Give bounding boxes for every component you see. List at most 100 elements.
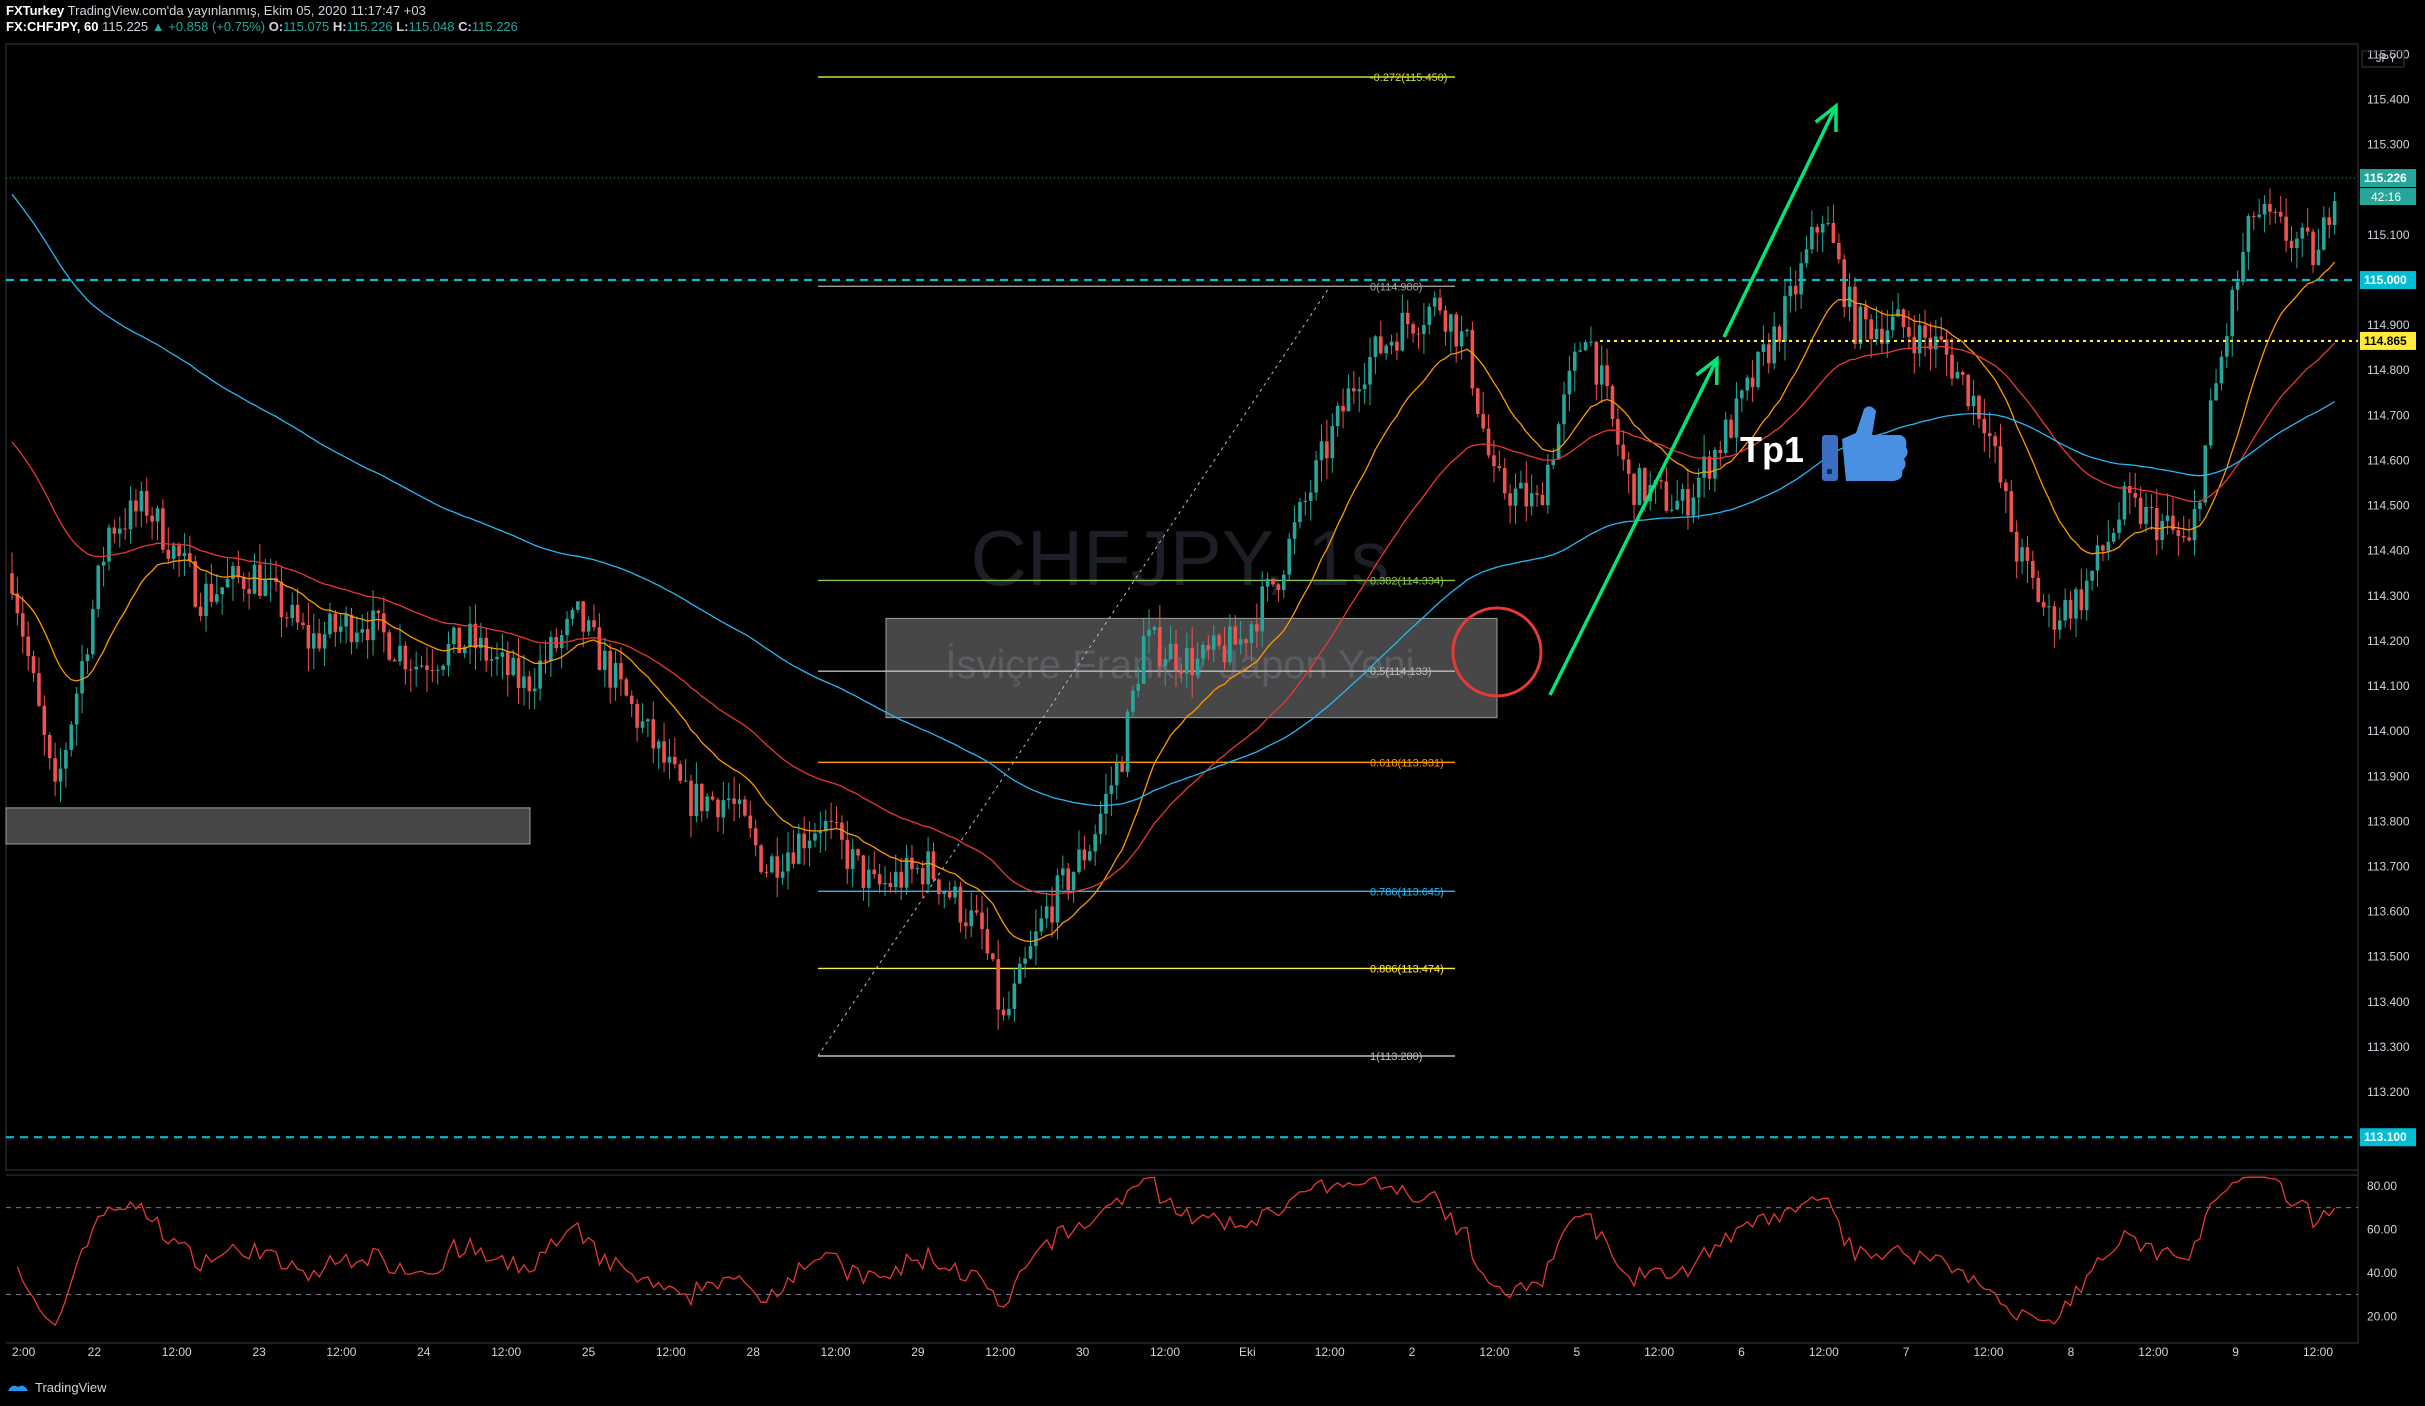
candle-body xyxy=(2133,492,2138,498)
candle-body xyxy=(1583,342,1588,351)
rsi-axis-tick: 60.00 xyxy=(2367,1222,2397,1236)
candle-body xyxy=(441,665,445,670)
candle-body xyxy=(549,637,553,662)
candle-body xyxy=(1880,328,1884,344)
candle-body xyxy=(1546,464,1550,506)
candle-body xyxy=(1572,351,1577,371)
candle-body xyxy=(20,613,25,637)
candle-body xyxy=(1217,635,1221,646)
candle-body xyxy=(818,831,823,834)
candle-body xyxy=(117,528,122,534)
candle-body xyxy=(123,528,127,530)
candle-body xyxy=(408,669,413,671)
candle-body xyxy=(1815,226,1820,233)
candle-body xyxy=(462,646,467,653)
candle-body xyxy=(2176,530,2181,536)
candle-body xyxy=(2138,497,2143,525)
publish-info: FXTurkey TradingView.com'da yayınlanmış,… xyxy=(6,3,518,19)
candle-body xyxy=(430,669,435,671)
rsi-axis-tick: 80.00 xyxy=(2367,1179,2397,1193)
candle-body xyxy=(1960,371,1965,375)
candle-body xyxy=(214,594,219,602)
candle-body xyxy=(522,676,526,688)
candle-body xyxy=(1982,418,1987,434)
ema-fast-line xyxy=(11,261,2336,943)
candle-body xyxy=(2219,356,2224,384)
candle-body xyxy=(974,910,979,913)
currency-box[interactable] xyxy=(2361,50,2405,68)
currency-label: JPY xyxy=(2376,53,2397,65)
candle-body xyxy=(1362,384,1367,390)
candle-body xyxy=(495,656,499,660)
candle-body xyxy=(2214,383,2218,401)
candle-body xyxy=(576,601,580,610)
candle-body xyxy=(570,609,575,619)
candle-body xyxy=(2014,531,2019,562)
publish-text: TradingView.com'da yayınlanmış, Ekim 05,… xyxy=(67,3,426,18)
candle-body xyxy=(964,922,968,927)
candle-body xyxy=(796,833,801,864)
candle-body xyxy=(2305,227,2310,232)
candle-body xyxy=(759,845,763,873)
candle-body xyxy=(1486,428,1491,456)
candle-body xyxy=(1233,626,1238,645)
time-axis-tick: 12:00 xyxy=(1809,1345,1839,1359)
candle-body xyxy=(1513,488,1518,506)
publisher-name[interactable]: FXTurkey xyxy=(6,3,65,18)
candle-body xyxy=(382,613,386,633)
candle-body xyxy=(355,632,359,643)
candle-body xyxy=(15,593,20,614)
candle-body xyxy=(2149,507,2154,509)
candle-body xyxy=(592,620,596,628)
candle-body xyxy=(629,695,634,705)
symbol-label[interactable]: FX:CHFJPY, 60 xyxy=(6,19,99,34)
candle-body xyxy=(1055,875,1060,923)
candle-body xyxy=(667,756,672,763)
candle-body xyxy=(527,676,532,692)
candle-body xyxy=(1195,658,1200,676)
candle-body xyxy=(1287,538,1291,575)
candle-body xyxy=(1535,493,1539,495)
candle-body xyxy=(182,553,187,556)
candle-body xyxy=(419,665,424,667)
candle-body xyxy=(1303,500,1308,503)
time-axis-tick: 29 xyxy=(911,1345,925,1359)
fib-level-label: 1(113.280) xyxy=(1370,1051,1422,1063)
candle-body xyxy=(1260,586,1265,632)
candle-body xyxy=(1470,329,1475,389)
candle-body xyxy=(69,724,74,750)
candle-body xyxy=(2225,336,2229,357)
candle-body xyxy=(225,578,230,588)
candle-body xyxy=(1228,626,1232,663)
candle-body xyxy=(2235,281,2240,290)
price-axis-tick: 114.000 xyxy=(2367,724,2410,738)
candle-body xyxy=(1147,629,1151,636)
price-axis-tick: 113.200 xyxy=(2367,1085,2410,1099)
candle-body xyxy=(1087,851,1092,861)
time-axis-tick: 5 xyxy=(1573,1345,1580,1359)
candle-body xyxy=(780,871,785,878)
candle-body xyxy=(1605,365,1609,387)
candle-body xyxy=(721,800,726,818)
candle-body xyxy=(2322,217,2326,250)
candle-body xyxy=(1750,377,1755,388)
time-axis-tick: 25 xyxy=(582,1345,596,1359)
support-zone[interactable] xyxy=(5,807,531,845)
candle-body xyxy=(161,508,165,550)
candle-body xyxy=(1562,394,1566,425)
candle-body xyxy=(2117,519,2121,533)
countdown-text: 42:16 xyxy=(2371,190,2401,204)
candle-body xyxy=(2289,240,2294,248)
candle-body xyxy=(155,508,160,522)
footer-brand[interactable]: TradingView xyxy=(35,1380,107,1395)
candle-body xyxy=(597,627,602,671)
candle-body xyxy=(1281,574,1286,590)
candle-body xyxy=(1378,336,1383,354)
candle-body xyxy=(204,583,208,617)
candle-body xyxy=(1599,365,1604,385)
candle-body xyxy=(322,634,327,649)
candle-body xyxy=(689,780,693,817)
candle-body xyxy=(1125,711,1130,772)
candle-body xyxy=(1777,326,1782,343)
